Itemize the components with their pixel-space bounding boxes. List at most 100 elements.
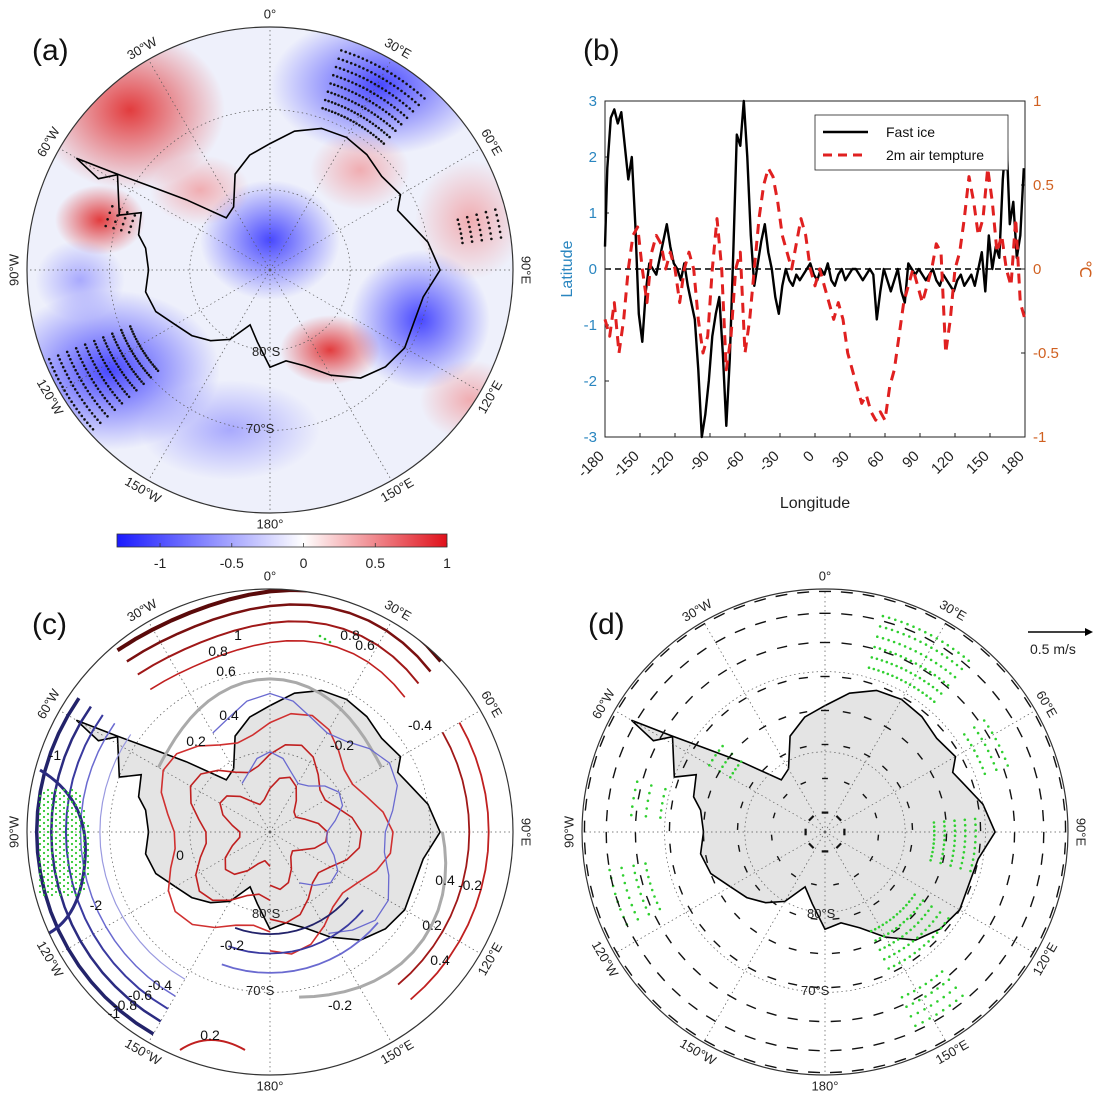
- longitude-label: 0°: [819, 568, 831, 583]
- wind-vector: [703, 1039, 716, 1047]
- stipple-dot: [82, 869, 86, 873]
- stipple-dot: [995, 768, 998, 771]
- stipple-dot: [65, 373, 69, 376]
- wind-vector: [852, 982, 862, 986]
- wind-vector: [720, 895, 727, 903]
- wind-vector: [843, 745, 851, 749]
- stipple-dot: [70, 794, 74, 798]
- stipple-dot: [78, 878, 82, 882]
- stipple-dot: [42, 791, 46, 795]
- stipple-dot: [365, 88, 369, 91]
- contour-value-label: -1: [49, 747, 62, 763]
- stipple-dot: [358, 84, 362, 88]
- stipple-dot: [924, 982, 928, 986]
- stipple-dot: [361, 57, 365, 60]
- stipple-dot: [62, 848, 66, 852]
- stipple-dot: [887, 943, 891, 947]
- wind-vector: [700, 681, 710, 690]
- wind-vector: [1063, 842, 1067, 855]
- stipple-dot: [962, 851, 966, 854]
- stipple-dot: [38, 800, 42, 804]
- legend-label-fast-ice: Fast ice: [886, 124, 935, 140]
- stipple-dot: [111, 390, 114, 394]
- contour-value-label: -0.2: [220, 937, 244, 953]
- stipple-dot: [113, 408, 116, 412]
- stipple-dot: [901, 935, 904, 938]
- wind-vector: [909, 912, 917, 920]
- stipple-dot: [909, 671, 913, 675]
- stipple-dot: [939, 665, 943, 668]
- wind-vector: [754, 620, 767, 626]
- wind-vector: [726, 993, 737, 1001]
- stipple-dot: [82, 845, 86, 849]
- stipple-dot: [74, 815, 78, 819]
- stipple-dot: [881, 923, 885, 927]
- stipple-dot: [82, 382, 85, 386]
- stipple-dot: [110, 405, 114, 409]
- wind-vector: [659, 729, 666, 739]
- stipple-dot: [149, 376, 153, 379]
- stipple-dot: [369, 90, 372, 93]
- wind-vector: [754, 598, 766, 603]
- stipple-dot: [74, 821, 78, 825]
- wind-vector: [862, 793, 868, 799]
- wind-vector: [909, 844, 913, 852]
- wind-vector: [670, 800, 674, 810]
- stipple-dot: [914, 674, 917, 677]
- stipple-dot: [62, 794, 66, 798]
- stipple-dot: [86, 824, 90, 828]
- wind-vector: [808, 1071, 821, 1074]
- wind-vector: [962, 759, 968, 769]
- stipple-dot: [972, 852, 976, 856]
- stipple-dot: [66, 857, 70, 861]
- wind-vector: [923, 895, 930, 903]
- stipple-dot: [100, 409, 104, 412]
- stipple-dot: [941, 640, 944, 643]
- stipple-dot: [54, 830, 58, 834]
- colorbar-tick-label: -1: [154, 555, 167, 571]
- stipple-dot: [70, 866, 74, 870]
- stipple-dot: [913, 893, 916, 896]
- stipple-dot: [342, 68, 346, 71]
- wind-vector: [705, 724, 714, 732]
- stipple-dot: [714, 754, 717, 757]
- wind-vector: [980, 647, 991, 658]
- wind-vector: [733, 912, 741, 920]
- stipple-dot: [67, 377, 71, 380]
- stipple-dot: [724, 761, 727, 764]
- stipple-dot: [944, 668, 947, 672]
- stipple-dot: [499, 236, 503, 239]
- stipple-dot: [38, 890, 42, 894]
- stipple-dot: [921, 691, 924, 694]
- stipple-dot: [983, 772, 987, 776]
- stipple-dot: [116, 214, 119, 217]
- stipple-dot: [948, 991, 952, 994]
- wind-vector: [664, 674, 673, 684]
- wind-vector: [1033, 767, 1038, 779]
- wind-vector: [797, 591, 810, 594]
- longitude-label: 90°E: [519, 818, 534, 847]
- wind-vector: [851, 1068, 864, 1072]
- contour-line: [34, 697, 155, 1036]
- wind-vector: [775, 593, 788, 598]
- stipple-dot: [42, 887, 46, 891]
- stipple-dot: [360, 105, 364, 108]
- stipple-dot: [391, 94, 395, 97]
- wind-vector: [609, 875, 614, 887]
- stipple-dot: [113, 359, 117, 363]
- wind-vector: [873, 900, 880, 906]
- stipple-dot: [96, 387, 100, 391]
- stipple-dot: [377, 84, 380, 88]
- stipple-dot: [70, 824, 74, 828]
- stipple-dot: [70, 400, 73, 404]
- stipple-dot: [111, 332, 114, 336]
- wind-vector: [862, 615, 874, 620]
- stipple-dot: [884, 626, 888, 630]
- stipple-dot: [86, 854, 90, 858]
- stipple-dot: [335, 75, 339, 78]
- stipple-dot: [477, 223, 481, 227]
- stipple-dot: [867, 666, 871, 669]
- stipple-dot: [55, 373, 58, 377]
- stipple-dot: [78, 376, 81, 379]
- stipple-dot: [66, 887, 70, 891]
